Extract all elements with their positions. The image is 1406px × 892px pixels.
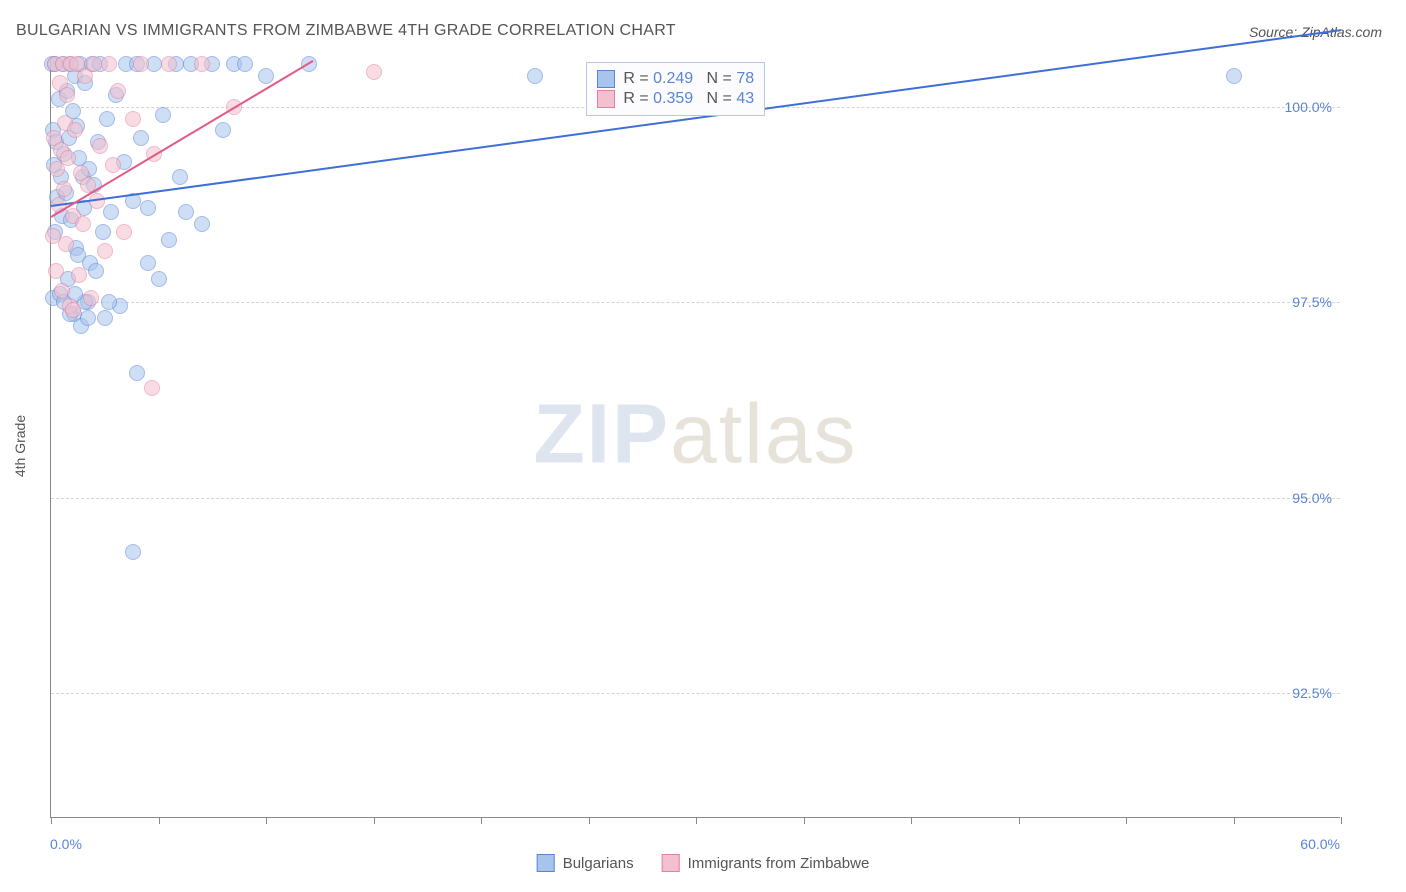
scatter-point <box>92 138 108 154</box>
legend-item-bulgarians: Bulgarians <box>537 854 634 872</box>
scatter-point <box>161 56 177 72</box>
scatter-point <box>80 310 96 326</box>
scatter-point <box>101 294 117 310</box>
legend-label: Bulgarians <box>563 855 634 872</box>
scatter-point <box>60 150 76 166</box>
scatter-point <box>140 200 156 216</box>
x-tick-label-last: 60.0% <box>1300 836 1340 852</box>
scatter-point <box>95 224 111 240</box>
x-tick-label-first: 0.0% <box>50 836 82 852</box>
y-tick-label: 92.5% <box>1292 685 1332 701</box>
x-tick <box>804 817 805 824</box>
scatter-point <box>125 544 141 560</box>
scatter-point <box>75 216 91 232</box>
scatter-point <box>97 243 113 259</box>
scatter-point <box>83 290 99 306</box>
scatter-point <box>151 271 167 287</box>
x-tick <box>159 817 160 824</box>
scatter-point <box>140 255 156 271</box>
scatter-point <box>105 157 121 173</box>
gridline-h <box>51 693 1340 694</box>
scatter-point <box>116 224 132 240</box>
y-tick-label: 97.5% <box>1292 294 1332 310</box>
scatter-point <box>65 302 81 318</box>
scatter-point <box>59 87 75 103</box>
legend-swatch <box>662 854 680 872</box>
scatter-point <box>103 204 119 220</box>
x-tick <box>1019 817 1020 824</box>
scatter-point <box>86 56 102 72</box>
watermark-zip: ZIP <box>533 386 670 480</box>
legend-swatch <box>597 70 615 88</box>
legend-swatch <box>597 90 615 108</box>
scatter-point <box>366 64 382 80</box>
scatter-point <box>194 216 210 232</box>
scatter-point <box>155 107 171 123</box>
legend-corr-text: R = 0.249 N = 78 <box>623 70 754 88</box>
legend-bottom: Bulgarians Immigrants from Zimbabwe <box>537 854 870 872</box>
scatter-point <box>215 122 231 138</box>
scatter-point <box>71 267 87 283</box>
legend-label: Immigrants from Zimbabwe <box>688 855 870 872</box>
legend-corr-row: R = 0.359 N = 43 <box>597 90 754 108</box>
scatter-point <box>56 181 72 197</box>
watermark-atlas: atlas <box>670 386 857 480</box>
scatter-point <box>67 122 83 138</box>
scatter-point <box>99 111 115 127</box>
y-axis-label: 4th Grade <box>12 415 28 477</box>
scatter-point <box>133 56 149 72</box>
scatter-point <box>1226 68 1242 84</box>
scatter-point <box>527 68 543 84</box>
x-tick <box>51 817 52 824</box>
scatter-point <box>129 365 145 381</box>
scatter-point <box>144 380 160 396</box>
gridline-h <box>51 302 1340 303</box>
scatter-point <box>172 169 188 185</box>
scatter-point <box>133 130 149 146</box>
scatter-point <box>194 56 210 72</box>
legend-item-zimbabwe: Immigrants from Zimbabwe <box>662 854 870 872</box>
y-tick-label: 95.0% <box>1292 490 1332 506</box>
x-tick <box>1341 817 1342 824</box>
legend-correlation: R = 0.249 N = 78 R = 0.359 N = 43 <box>586 62 765 116</box>
scatter-point <box>88 263 104 279</box>
plot-area: ZIPatlas 92.5% 95.0% 97.5% 100.0% R = 0.249 … <box>50 60 1340 818</box>
x-tick <box>374 817 375 824</box>
scatter-point <box>54 283 70 299</box>
scatter-point <box>101 56 117 72</box>
watermark: ZIPatlas <box>533 385 857 482</box>
scatter-point <box>48 263 64 279</box>
scatter-point <box>178 204 194 220</box>
x-tick <box>589 817 590 824</box>
x-tick <box>481 817 482 824</box>
gridline-h <box>51 498 1340 499</box>
scatter-point <box>161 232 177 248</box>
legend-swatch <box>537 854 555 872</box>
x-tick <box>1126 817 1127 824</box>
legend-corr-text: R = 0.359 N = 43 <box>623 90 754 108</box>
scatter-point <box>237 56 253 72</box>
x-tick <box>1234 817 1235 824</box>
x-tick <box>911 817 912 824</box>
x-tick <box>696 817 697 824</box>
scatter-point <box>258 68 274 84</box>
legend-corr-row: R = 0.249 N = 78 <box>597 70 754 88</box>
scatter-point <box>58 236 74 252</box>
scatter-point <box>97 310 113 326</box>
x-tick <box>266 817 267 824</box>
scatter-point <box>110 83 126 99</box>
scatter-point <box>125 111 141 127</box>
chart-title: BULGARIAN VS IMMIGRANTS FROM ZIMBABWE 4T… <box>16 22 676 40</box>
y-tick-label: 100.0% <box>1285 99 1332 115</box>
